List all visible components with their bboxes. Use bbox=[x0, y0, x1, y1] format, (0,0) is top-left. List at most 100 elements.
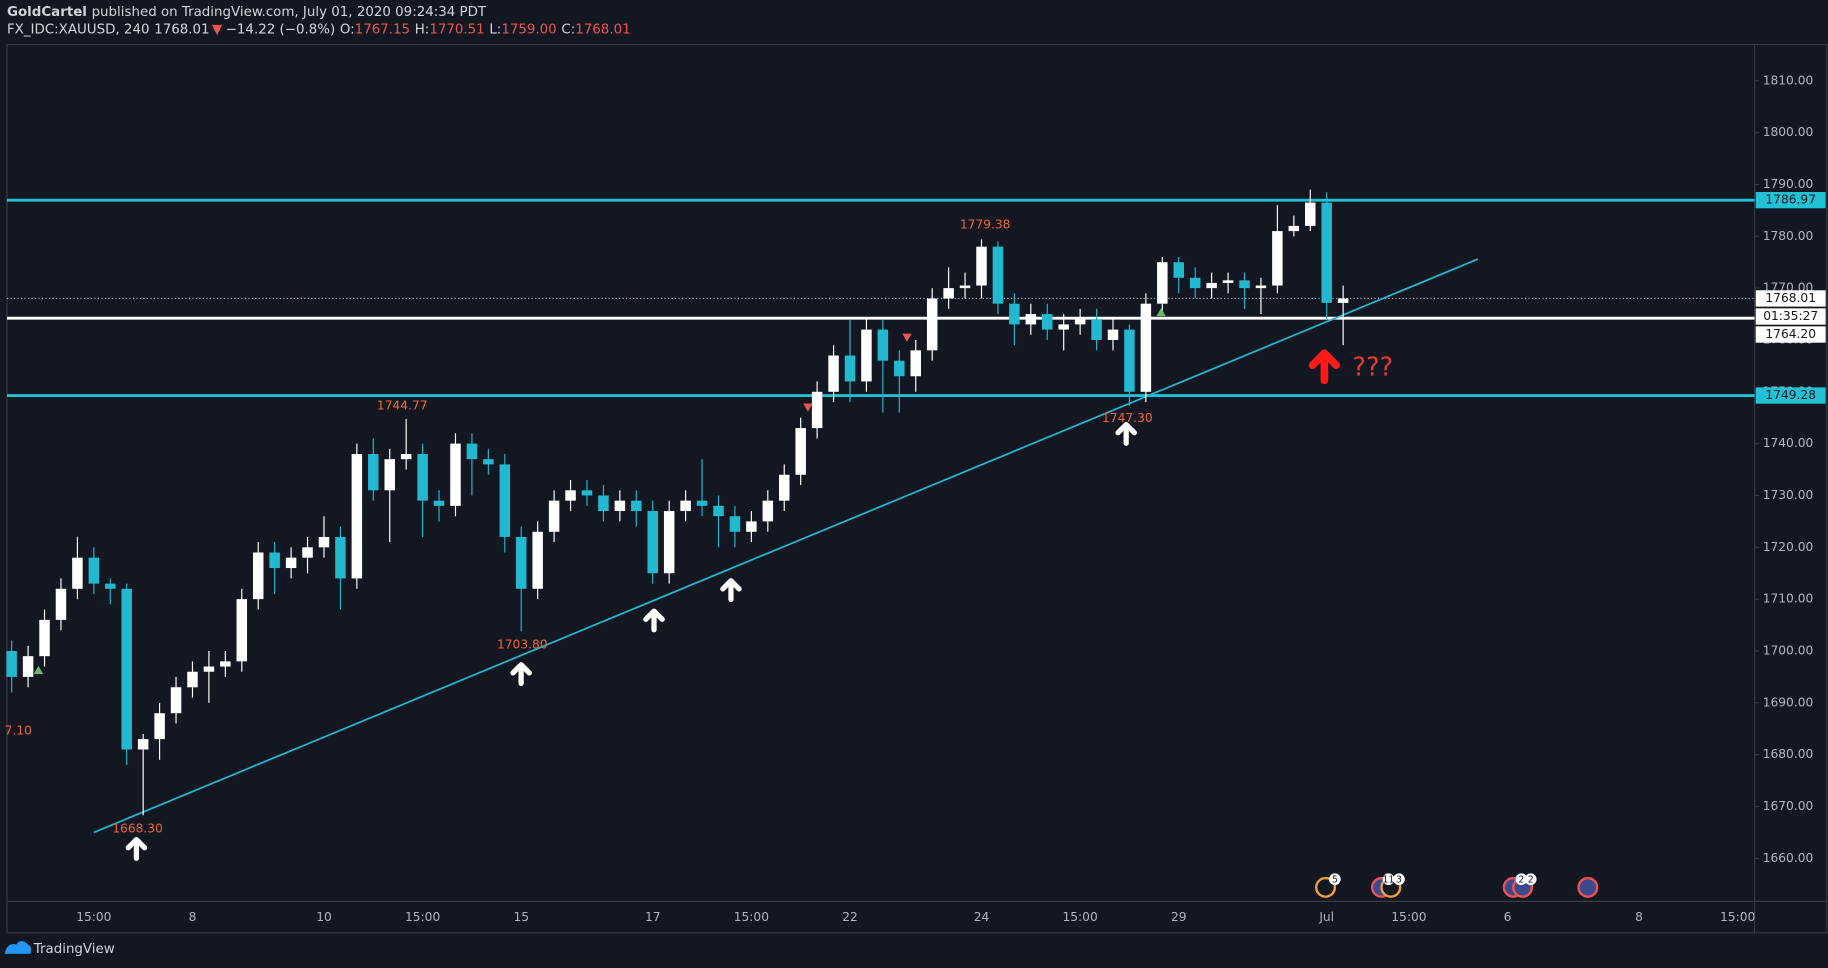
candle-body bbox=[598, 495, 609, 512]
direction: ▼ bbox=[212, 22, 223, 37]
event-count: 5 bbox=[1332, 874, 1338, 885]
candle-body bbox=[187, 671, 198, 688]
candle-body bbox=[1321, 202, 1332, 303]
footer-brand: TradingView bbox=[33, 942, 115, 957]
candle-body bbox=[1239, 280, 1250, 289]
candle-body bbox=[614, 500, 626, 512]
candle-body bbox=[1107, 329, 1119, 340]
candle-body bbox=[433, 500, 445, 506]
event-badge bbox=[1329, 873, 1341, 886]
published: published on TradingView.com, July 01, 2… bbox=[92, 5, 487, 20]
candle-body bbox=[746, 521, 757, 532]
candle-body bbox=[976, 246, 987, 286]
candle-body bbox=[581, 490, 593, 496]
candle-body bbox=[861, 329, 872, 382]
arrow-head bbox=[125, 836, 148, 851]
candle-body bbox=[170, 687, 182, 714]
price-annotation: 1744.77 bbox=[377, 398, 428, 412]
candle-body bbox=[1288, 225, 1300, 232]
candle-body bbox=[252, 552, 264, 600]
candle-body bbox=[6, 650, 17, 677]
plot-area bbox=[6, 189, 1755, 834]
author: GoldCartel bbox=[7, 5, 87, 20]
y-tick-label: 1680.00 bbox=[1763, 747, 1814, 761]
x-tick-label: 22 bbox=[842, 910, 858, 924]
x-tick-label: 6 bbox=[1504, 910, 1512, 924]
candle-body bbox=[828, 355, 839, 392]
candle-body bbox=[713, 505, 724, 517]
candle-body bbox=[483, 459, 494, 465]
x-tick-label: 15:00 bbox=[1062, 910, 1097, 924]
last-price-label: 1768.01 bbox=[1765, 291, 1816, 305]
event-count: 2 bbox=[1518, 874, 1524, 885]
candle-body bbox=[762, 500, 774, 522]
candle-body bbox=[1173, 262, 1185, 278]
candle-body bbox=[400, 454, 412, 460]
y-tick-label: 1660.00 bbox=[1763, 851, 1814, 865]
event-count: 2 bbox=[1528, 874, 1534, 885]
symbol: FX_IDC:XAUUSD, 240 bbox=[7, 22, 150, 37]
event-icon bbox=[1577, 876, 1599, 898]
candle-body bbox=[844, 355, 856, 382]
y-tick-label: 1740.00 bbox=[1763, 436, 1814, 450]
candle-body bbox=[1222, 280, 1234, 283]
candle-body bbox=[285, 557, 297, 569]
candle-body bbox=[959, 285, 971, 289]
event-badge bbox=[1515, 873, 1528, 886]
o: 1767.15 bbox=[355, 22, 410, 37]
candle-body bbox=[1091, 319, 1102, 340]
candle-body bbox=[1025, 314, 1037, 325]
y-tick-label: 1720.00 bbox=[1763, 540, 1814, 554]
y-tick-label: 1690.00 bbox=[1763, 695, 1814, 709]
x-tick-label: 29 bbox=[1171, 910, 1187, 924]
y-tick-label: 1790.00 bbox=[1763, 177, 1814, 191]
event-badge bbox=[1393, 873, 1405, 886]
candle-body bbox=[88, 557, 100, 584]
candle-body bbox=[663, 511, 675, 574]
header-line-1: GoldCartel published on TradingView.com, … bbox=[7, 5, 487, 20]
trendline bbox=[93, 258, 1479, 834]
x-tick-label: 15:00 bbox=[1391, 910, 1426, 924]
arrow-head bbox=[1308, 349, 1341, 369]
candle-body bbox=[55, 588, 67, 620]
y-tick-label: 1730.00 bbox=[1763, 488, 1814, 502]
x-tick-label: 15:00 bbox=[405, 910, 440, 924]
y-tick-label: 1800.00 bbox=[1763, 125, 1814, 139]
candle-body bbox=[795, 428, 806, 475]
candle-body bbox=[1305, 202, 1316, 226]
header-line-2: FX_IDC:XAUUSD, 240 1768.01 ▼ −14.22 (−0.8%)… bbox=[7, 22, 631, 37]
candle-body bbox=[302, 547, 313, 558]
level-label-box bbox=[1755, 387, 1826, 404]
candle-body bbox=[368, 454, 379, 491]
candle-body bbox=[1058, 324, 1069, 330]
candle-body bbox=[269, 552, 280, 569]
arrow bbox=[1115, 421, 1137, 446]
x-tick-label: 24 bbox=[974, 910, 990, 924]
price-annotation: 1668.30 bbox=[112, 822, 163, 836]
candle-body bbox=[384, 459, 395, 491]
x-tick-label: Jul bbox=[1318, 910, 1334, 924]
o-label: O: bbox=[340, 22, 355, 37]
candle-body bbox=[565, 490, 576, 501]
x-tick-label: 15 bbox=[513, 910, 529, 924]
signal-marker bbox=[803, 403, 813, 412]
arrow bbox=[510, 662, 532, 686]
candle-body bbox=[1009, 303, 1020, 325]
candle-body bbox=[1157, 262, 1168, 304]
level-label-box bbox=[1755, 326, 1826, 343]
c: 1768.01 bbox=[575, 22, 630, 37]
candle-body bbox=[1206, 282, 1217, 289]
candle-body bbox=[729, 516, 741, 532]
candle-body bbox=[318, 536, 330, 548]
arrow bbox=[1308, 349, 1341, 385]
question-annotation: ??? bbox=[1352, 353, 1393, 383]
candle-body bbox=[1074, 319, 1086, 325]
logo bbox=[4, 941, 32, 954]
candle-body bbox=[450, 443, 461, 506]
price-annotation: 1703.80 bbox=[497, 637, 548, 651]
candle-body bbox=[22, 656, 34, 677]
x-tick-label: 10 bbox=[316, 910, 332, 924]
candle-body bbox=[335, 536, 346, 579]
candle-body bbox=[39, 619, 50, 657]
